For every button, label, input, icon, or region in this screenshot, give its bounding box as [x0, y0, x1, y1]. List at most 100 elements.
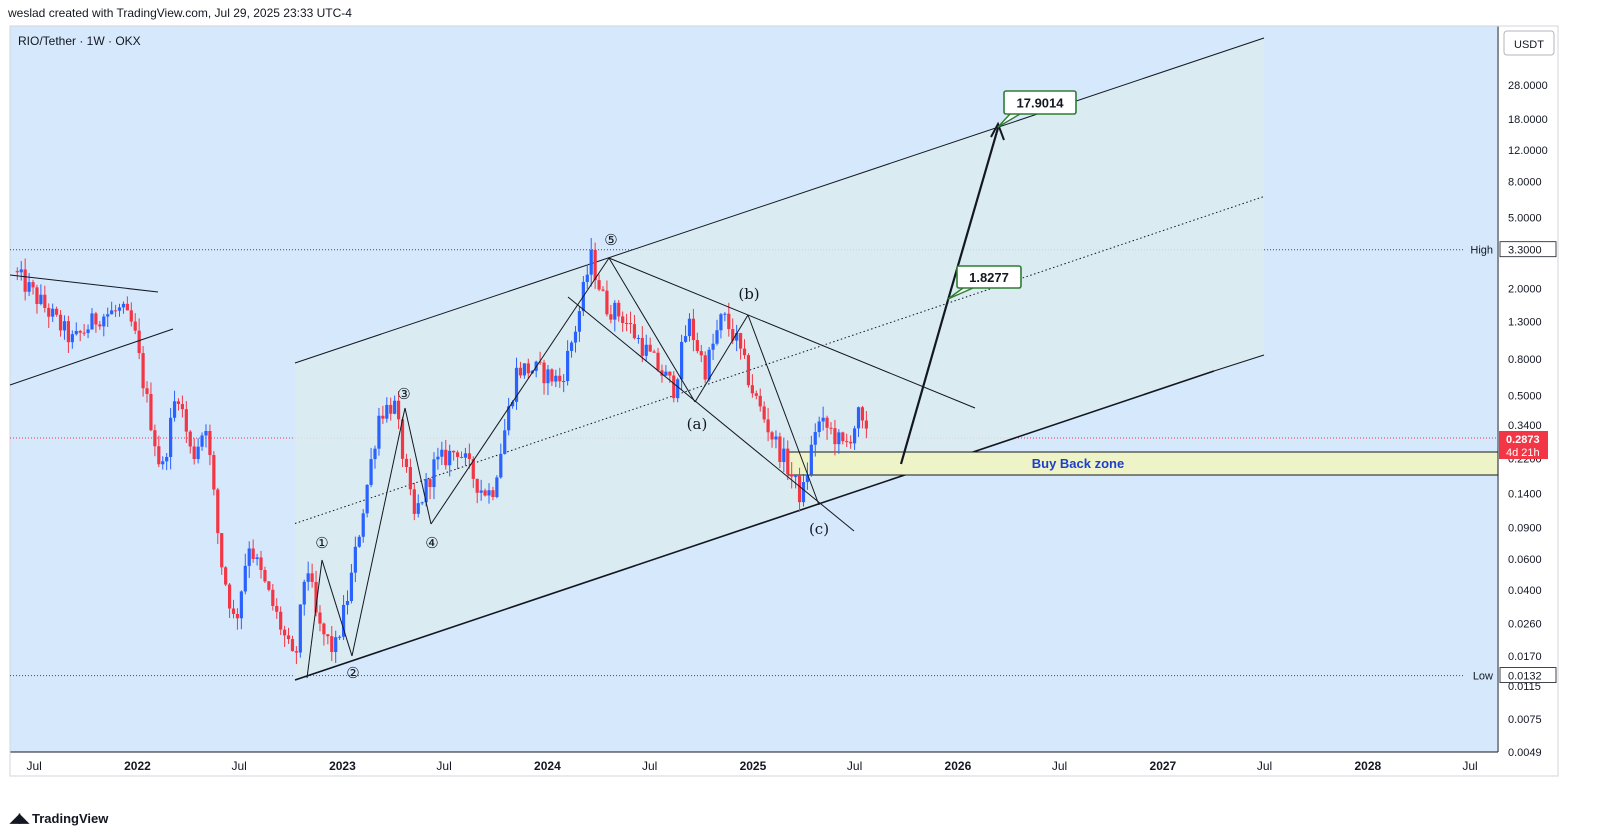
candle [538, 351, 542, 365]
channel-mid-line[interactable] [294, 196, 1265, 524]
target-callout[interactable]: 17.9014 [997, 90, 1077, 128]
candle [475, 478, 479, 504]
candle [275, 598, 279, 619]
candle [727, 302, 731, 337]
candle-body [613, 302, 617, 320]
candle [593, 242, 597, 289]
candle [74, 322, 78, 336]
candle-body [161, 461, 165, 465]
candle [585, 264, 589, 289]
candle [707, 346, 711, 382]
candle-body [444, 449, 448, 466]
candle [106, 307, 110, 327]
candle-body [204, 430, 208, 436]
candle-body [172, 401, 177, 418]
wave-5-line[interactable] [430, 257, 610, 525]
candle-body [719, 314, 723, 331]
currency-button[interactable]: USDT [1503, 30, 1555, 56]
candle-body [778, 436, 782, 462]
high-value-badge: 3.3000 [1499, 241, 1557, 258]
candle [672, 371, 676, 403]
candle-body [841, 432, 845, 442]
candle [455, 450, 460, 470]
price-tick-label: 12.0000 [1508, 145, 1548, 157]
high-badge-text: 3.3000 [1508, 245, 1542, 257]
candle-body [432, 459, 436, 488]
wave-4-line[interactable] [404, 407, 432, 525]
channel-upper-line[interactable] [294, 37, 1265, 364]
candle [145, 381, 149, 403]
low-label: Low [1473, 671, 1493, 683]
candle-body [90, 313, 94, 330]
candle [813, 423, 817, 457]
candle-body [510, 401, 515, 407]
candle [204, 424, 208, 448]
projection-leg-1[interactable] [899, 299, 950, 465]
target-callout[interactable]: 1.8277 [947, 265, 1022, 300]
candle-body [758, 395, 762, 407]
candle [200, 432, 204, 451]
candle-body [224, 567, 228, 585]
candle [129, 302, 133, 327]
channel-fill [295, 38, 1264, 680]
candle [271, 584, 275, 611]
candle [609, 304, 613, 324]
symbol-info[interactable]: RIO/Tether · 1W · OKX [18, 34, 141, 48]
candle-body [310, 573, 314, 582]
time-tick-label: 2028 [1354, 759, 1381, 773]
candle [176, 398, 181, 411]
candle-body [762, 406, 766, 420]
candle [208, 424, 212, 466]
candle [436, 447, 440, 470]
candle-body [860, 407, 865, 421]
wave-b-line[interactable] [694, 314, 749, 403]
candle [444, 439, 448, 470]
wave-c-line[interactable] [747, 314, 820, 506]
impulse-wave-label: ② [346, 665, 359, 682]
candle [680, 334, 684, 391]
wave-1-line[interactable] [306, 559, 323, 679]
candle-body [408, 467, 412, 490]
candle-body [554, 375, 558, 382]
candle [805, 462, 810, 490]
time-tick-label: Jul [26, 759, 41, 773]
candle [459, 451, 464, 459]
impulse-wave-label: ① [315, 535, 328, 552]
buy-back-zone-label: Buy Back zone [1032, 456, 1124, 471]
candle-body [672, 375, 676, 399]
candle [224, 566, 228, 587]
candle [849, 435, 853, 449]
candle-body [216, 489, 220, 534]
candle [542, 359, 546, 395]
buy-back-zone[interactable] [787, 451, 1499, 476]
price-tick-label: 0.8000 [1508, 354, 1542, 366]
wave-a-line[interactable] [608, 257, 696, 403]
wave-2-line[interactable] [321, 559, 353, 657]
correction-lower-line[interactable] [567, 296, 855, 532]
candle [338, 635, 342, 640]
candle-body [695, 340, 699, 352]
candle-body [125, 303, 129, 311]
candle [341, 595, 346, 641]
tradingview-logo[interactable]: ◢◣ TradingView [10, 810, 108, 826]
candle [306, 561, 310, 591]
candle [267, 581, 271, 592]
wave-3-line[interactable] [351, 407, 406, 657]
time-tick-label: Jul [1052, 759, 1067, 773]
candle [212, 451, 216, 496]
triangle-lower-line[interactable] [9, 328, 174, 386]
candle [404, 453, 409, 473]
candle-body [731, 329, 735, 341]
triangle-upper-line[interactable] [9, 274, 159, 293]
candle-body [184, 409, 188, 432]
candle [577, 306, 582, 342]
candle-body [790, 474, 794, 477]
channel-lower-line[interactable] [294, 370, 1215, 681]
candle-body [275, 605, 279, 612]
candle [636, 334, 640, 344]
candle-body [412, 489, 416, 514]
candle-body [459, 456, 464, 458]
correction-upper-line[interactable] [608, 257, 976, 409]
candle-body [680, 341, 684, 380]
